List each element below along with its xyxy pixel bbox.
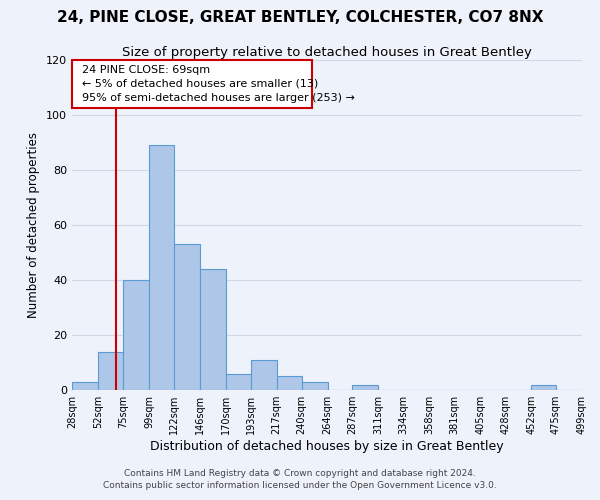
Bar: [123, 280, 149, 390]
Bar: [226, 374, 251, 390]
Bar: [277, 376, 302, 390]
Bar: [174, 244, 200, 390]
Bar: [200, 269, 226, 390]
Bar: [98, 352, 123, 390]
Title: Size of property relative to detached houses in Great Bentley: Size of property relative to detached ho…: [122, 46, 532, 59]
Text: Contains HM Land Registry data © Crown copyright and database right 2024.: Contains HM Land Registry data © Crown c…: [124, 468, 476, 477]
Bar: [72, 382, 98, 390]
FancyBboxPatch shape: [72, 60, 312, 108]
Bar: [531, 384, 556, 390]
Bar: [302, 382, 328, 390]
Text: 24, PINE CLOSE, GREAT BENTLEY, COLCHESTER, CO7 8NX: 24, PINE CLOSE, GREAT BENTLEY, COLCHESTE…: [57, 10, 543, 25]
Bar: [352, 384, 379, 390]
Bar: [251, 360, 277, 390]
Bar: [149, 145, 174, 390]
X-axis label: Distribution of detached houses by size in Great Bentley: Distribution of detached houses by size …: [150, 440, 504, 453]
Y-axis label: Number of detached properties: Number of detached properties: [28, 132, 40, 318]
Text: Contains public sector information licensed under the Open Government Licence v3: Contains public sector information licen…: [103, 481, 497, 490]
Text: 24 PINE CLOSE: 69sqm
← 5% of detached houses are smaller (13)
95% of semi-detach: 24 PINE CLOSE: 69sqm ← 5% of detached ho…: [82, 65, 355, 103]
